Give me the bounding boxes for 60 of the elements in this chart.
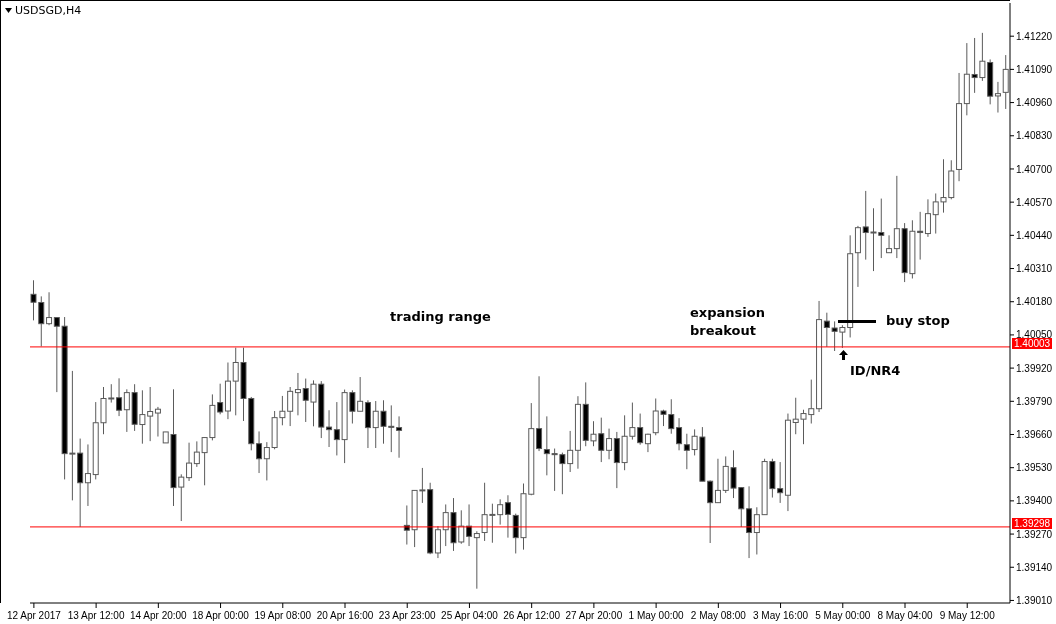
x-tick-label: 18 Apr 00:00 xyxy=(192,610,250,621)
x-tick-label: 20 Apr 16:00 xyxy=(316,610,374,621)
x-tick-label: 25 Apr 04:00 xyxy=(441,610,499,621)
y-tick-label: 1.39530 xyxy=(1016,462,1053,474)
x-tick-label: 12 Apr 2017 xyxy=(6,610,62,621)
y-tick-label: 1.41220 xyxy=(1016,30,1053,42)
x-tick-label: 14 Apr 20:00 xyxy=(129,610,188,621)
x-tick-label: 2 May 08:00 xyxy=(690,610,747,621)
annotation: expansion breakout xyxy=(690,304,766,340)
candlestick xyxy=(256,430,263,474)
ref-line-label: 1.39298 xyxy=(1012,517,1053,529)
candlestick xyxy=(473,530,480,590)
x-tick-label: 19 Apr 08:00 xyxy=(254,610,312,621)
x-tick-label: 23 Apr 23:00 xyxy=(378,610,437,621)
candlestick xyxy=(994,81,1001,114)
y-tick-label: 1.40310 xyxy=(1016,263,1053,275)
ref-line-label: 1.40003 xyxy=(1012,337,1053,349)
x-tick-label: 5 May 00:00 xyxy=(815,610,871,621)
y-tick-label: 1.39270 xyxy=(1016,528,1053,540)
y-tick-label: 1.39010 xyxy=(1016,595,1053,606)
candlestick xyxy=(504,494,511,539)
candlestick xyxy=(186,442,193,482)
y-tick-label: 1.39920 xyxy=(1016,362,1053,374)
y-tick-label: 1.39790 xyxy=(1016,395,1053,407)
annotation: buy stop xyxy=(886,312,950,330)
y-tick-label: 1.39400 xyxy=(1016,495,1053,507)
x-tick-label: 8 May 04:00 xyxy=(877,610,933,621)
x-tick-label: 26 Apr 12:00 xyxy=(503,610,561,621)
candlestick xyxy=(46,291,53,326)
candlestick xyxy=(676,417,683,451)
candlestick xyxy=(924,198,931,238)
candlestick xyxy=(84,443,91,507)
candlestick xyxy=(326,409,333,448)
y-tick-label: 1.40830 xyxy=(1016,130,1053,142)
y-tick-label: 1.40700 xyxy=(1016,163,1053,175)
annotation: ID/NR4 xyxy=(850,362,901,380)
y-tick-label: 1.40960 xyxy=(1016,97,1053,109)
x-tick-label: 3 May 16:00 xyxy=(753,610,809,621)
candlestick xyxy=(294,372,301,416)
x-tick-label: 1 May 00:00 xyxy=(628,610,685,621)
candlestick xyxy=(154,406,161,438)
chart-title: USDSGD,H4 xyxy=(15,4,82,17)
candlestick xyxy=(536,375,543,452)
candlestick xyxy=(714,458,721,504)
y-tick-label: 1.40180 xyxy=(1016,296,1053,308)
candlestick xyxy=(116,377,123,417)
candlestick xyxy=(886,234,893,254)
x-tick-label: 27 Apr 20:00 xyxy=(565,610,623,621)
x-tick-label: 9 May 12:00 xyxy=(939,610,996,621)
candlestick xyxy=(434,525,441,559)
annotation: trading range xyxy=(390,308,491,326)
y-tick-label: 1.39660 xyxy=(1016,429,1053,441)
candlestick xyxy=(396,415,403,459)
x-tick-label: 13 Apr 12:00 xyxy=(67,610,125,621)
y-tick-label: 1.39140 xyxy=(1016,561,1053,573)
y-tick-label: 1.40570 xyxy=(1016,196,1053,208)
y-tick-label: 1.41090 xyxy=(1016,63,1053,75)
candlestick xyxy=(606,428,613,460)
candlestick xyxy=(746,485,753,559)
y-tick-label: 1.40440 xyxy=(1016,229,1053,241)
